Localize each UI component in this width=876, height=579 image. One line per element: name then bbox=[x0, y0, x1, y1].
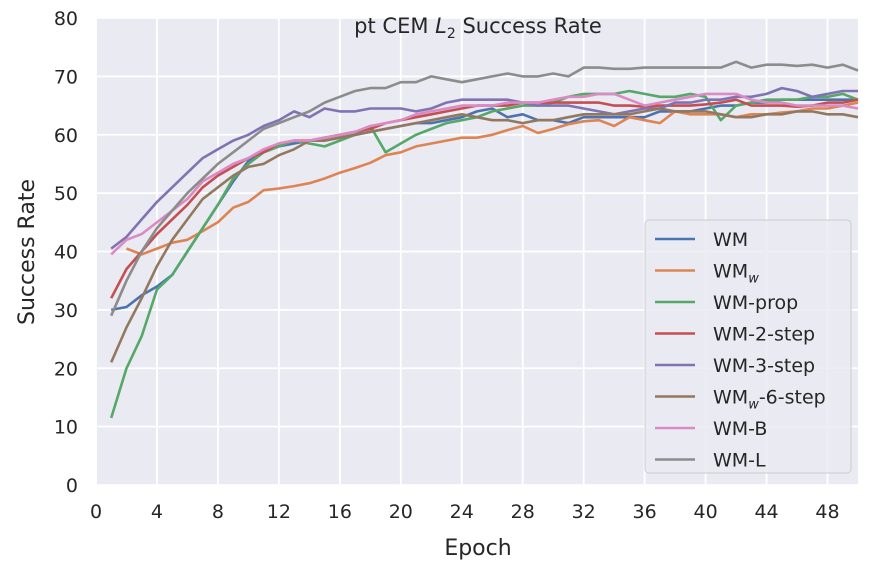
series-lines bbox=[109, 60, 859, 419]
x-tick-label: 28 bbox=[511, 501, 535, 523]
x-tick-labels: 0 4 8 12 16 20 24 28 32 36 40 44 48 bbox=[90, 501, 840, 523]
x-tick-label: 36 bbox=[633, 501, 657, 523]
series-line-wm bbox=[110, 98, 858, 312]
y-tick-label: 10 bbox=[54, 417, 78, 439]
x-tick-label: 4 bbox=[151, 501, 163, 523]
y-tick-label: 50 bbox=[54, 183, 78, 205]
legend-label: WM-prop bbox=[713, 292, 798, 314]
x-tick-label: 12 bbox=[267, 501, 291, 523]
series-line-wm-prop bbox=[109, 89, 859, 419]
y-tick-label: 0 bbox=[66, 475, 78, 497]
series-line-wm-b bbox=[110, 92, 859, 256]
series-line-wm-3-step bbox=[110, 86, 858, 250]
x-tick-label: 0 bbox=[90, 501, 102, 523]
legend-label: WM-2-step bbox=[713, 324, 815, 346]
y-tick-label: 20 bbox=[54, 358, 78, 380]
y-tick-label: 60 bbox=[54, 125, 78, 147]
legend-label: WMw-6-step bbox=[713, 387, 826, 413]
series-line-wmw-6-step bbox=[110, 107, 859, 363]
series-line-wm-l bbox=[110, 60, 859, 317]
x-tick-label: 20 bbox=[389, 501, 413, 523]
x-tick-label: 32 bbox=[572, 501, 596, 523]
y-axis-label: Success Rate bbox=[15, 179, 40, 325]
legend: WM WMw WM-prop WM-2-step WM-3-step WMw-6-step… bbox=[644, 219, 852, 474]
x-tick-label: 24 bbox=[450, 501, 474, 523]
legend-box bbox=[644, 219, 852, 474]
y-tick-label: 70 bbox=[54, 66, 78, 88]
x-tick-label: 16 bbox=[328, 501, 352, 523]
legend-label: WM-L bbox=[713, 450, 766, 472]
x-tick-label: 48 bbox=[815, 501, 839, 523]
y-tick-labels: 0 10 20 30 40 50 60 70 80 bbox=[54, 8, 78, 497]
x-tick-label: 40 bbox=[694, 501, 718, 523]
y-tick-label: 30 bbox=[54, 300, 78, 322]
x-axis-label: Epoch bbox=[444, 536, 511, 561]
legend-label: WMw bbox=[713, 261, 759, 287]
x-tick-label: 44 bbox=[754, 501, 778, 523]
legend-label: WM bbox=[713, 229, 748, 251]
legend-label: WM-3-step bbox=[713, 355, 815, 377]
x-tick-label: 8 bbox=[212, 501, 224, 523]
y-tick-label: 40 bbox=[54, 242, 78, 264]
chart-title: pt CEM L2 Success Rate bbox=[354, 14, 602, 42]
legend-label: WM-B bbox=[713, 418, 767, 440]
y-tick-label: 80 bbox=[54, 8, 78, 30]
